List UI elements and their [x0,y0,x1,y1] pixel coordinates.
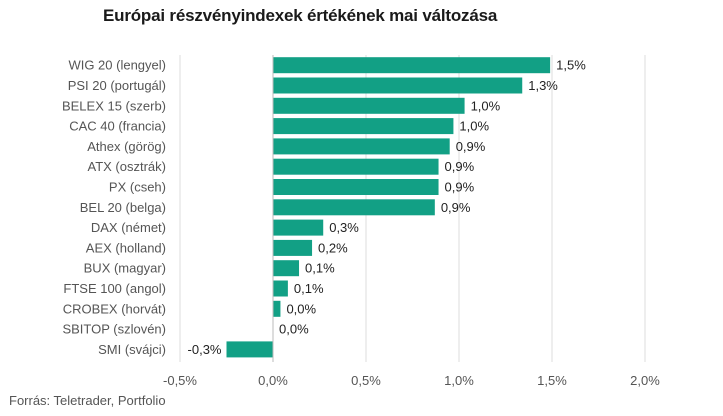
x-tick-label: 2,0% [630,373,660,388]
data-label: 0,9% [441,200,471,215]
data-label: 1,3% [528,78,558,93]
bar [273,97,465,114]
data-label: 0,2% [318,240,348,255]
category-label: WIG 20 (lengyel) [68,58,166,73]
bar [273,179,439,195]
category-label: SBITOP (szlovén) [62,322,166,337]
data-label: 1,5% [556,58,586,73]
bar [273,300,281,317]
data-label: 1,0% [459,119,489,134]
category-label: Athex (görög) [87,139,166,154]
x-tick-label: -0,5% [163,373,197,388]
category-label: SMI (svájci) [98,342,166,357]
category-label: BEL 20 (belga) [80,200,166,215]
data-label: 0,0% [279,322,309,337]
x-tick-label: 0,0% [258,373,288,388]
bars [226,57,551,358]
bar [273,199,435,216]
data-label: -0,3% [188,342,222,357]
source-note: Forrás: Teletrader, Portfolio [9,393,166,408]
bar [273,280,288,297]
bar [273,239,313,256]
data-label: 0,0% [286,301,316,316]
category-label: FTSE 100 (angol) [63,281,166,296]
labels: WIG 20 (lengyel) 1,5% PSI 20 (portugál) 1,3… [62,58,586,357]
bar [273,77,523,94]
x-tick-label: 1,0% [444,373,474,388]
bar [273,138,450,155]
category-label: PX (cseh) [109,180,166,195]
bar [273,158,439,175]
category-label: AEX (holland) [86,240,166,255]
data-label: 0,9% [445,180,475,195]
x-tick-label: 0,5% [351,373,381,388]
bar [273,118,454,135]
category-label: PSI 20 (portugál) [68,78,166,93]
bar [226,341,273,358]
data-label: 0,9% [445,159,475,174]
category-label: CROBEX (horvát) [63,301,166,316]
bar [273,219,324,236]
x-tick-label: 1,5% [537,373,567,388]
category-label: BUX (magyar) [84,261,166,276]
category-label: BELEX 15 (szerb) [62,98,166,113]
category-label: ATX (osztrák) [88,159,167,174]
data-label: 1,0% [471,98,501,113]
category-label: CAC 40 (francia) [69,119,166,134]
data-label: 0,1% [294,281,324,296]
x-axis-ticks: -0,5% 0,0% 0,5% 1,0% 1,5% 2,0% [163,373,660,388]
data-label: 0,1% [305,261,335,276]
bar [273,57,551,74]
chart-title: Európai részvényindexek értékének mai vá… [103,6,498,25]
bar [273,260,300,277]
data-label: 0,9% [456,139,486,154]
category-label: DAX (német) [91,220,166,235]
data-label: 0,3% [329,220,359,235]
